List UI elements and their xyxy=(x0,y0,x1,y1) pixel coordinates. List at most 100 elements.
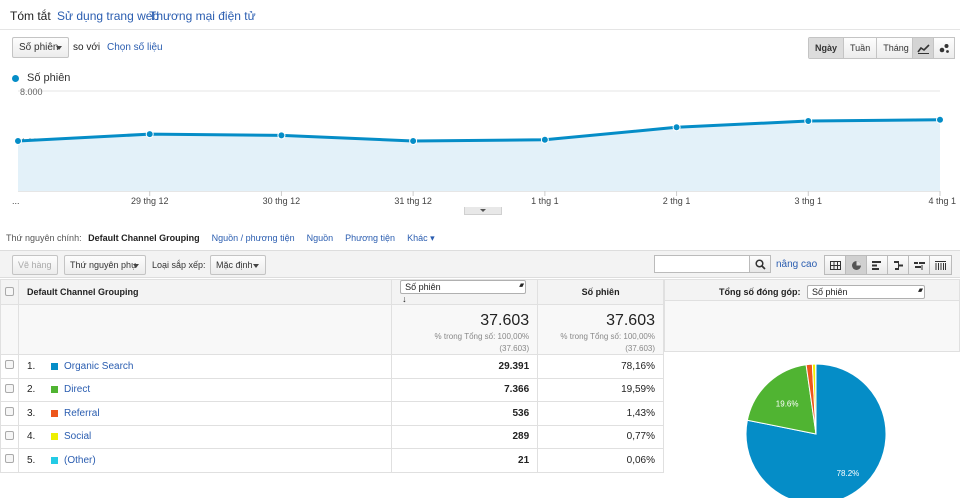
percent-header[interactable]: Số phiên xyxy=(537,279,664,305)
contribution-pie-chart: 78.2% 19.6% xyxy=(745,363,887,498)
total-percent-sub1: % trong Tổng số: 100,00% xyxy=(560,332,655,341)
choose-metric-link[interactable]: Chọn số liệu xyxy=(107,42,163,53)
row-color-swatch xyxy=(51,386,58,394)
data-table-icon[interactable] xyxy=(825,256,846,274)
sort-type-label: Loại sắp xếp: xyxy=(152,260,206,270)
data-point[interactable] xyxy=(145,130,154,139)
dim-source-medium-link[interactable]: Nguồn / phương tiện xyxy=(211,233,295,243)
contribution-select[interactable]: Số phiên xyxy=(807,285,925,299)
x-tick-label: 30 thg 12 xyxy=(263,196,301,206)
table-view-buttons xyxy=(824,255,952,275)
select-all-checkbox[interactable] xyxy=(5,286,14,296)
sort-type-dropdown[interactable]: Mặc định xyxy=(210,255,266,275)
contribution-header: Tổng số đóng góp: Số phiên xyxy=(664,279,960,301)
row-percent: 0,77% xyxy=(537,424,664,449)
pivot-icon[interactable] xyxy=(930,256,951,274)
dim-other-link[interactable]: Khác ▾ xyxy=(407,233,435,243)
total-sessions: 37.603 xyxy=(480,312,530,329)
collapse-chart-handle[interactable] xyxy=(464,207,502,215)
dim-source-link[interactable]: Nguồn xyxy=(306,233,334,243)
row-sessions: 29.391 xyxy=(391,354,539,379)
row-sessions: 7.366 xyxy=(391,377,539,402)
period-month-button[interactable]: Tháng xyxy=(877,38,915,58)
metric-dropdown-value: Số phiên xyxy=(19,42,59,53)
total-sessions-sub1: % trong Tổng số: 100,00% xyxy=(434,332,530,341)
row-checkbox[interactable] xyxy=(5,383,14,393)
x-tick-label: ... xyxy=(12,196,20,206)
pie-slice[interactable] xyxy=(746,364,817,435)
row-index: 5. xyxy=(27,454,36,466)
row-color-swatch xyxy=(51,433,58,441)
row-color-swatch xyxy=(51,362,58,370)
legend-label: Số phiên xyxy=(27,72,71,84)
tab-ecommerce[interactable]: Thương mại điện tử xyxy=(149,9,256,23)
row-sessions: 536 xyxy=(391,401,539,426)
contribution-label: Tổng số đóng góp: xyxy=(719,287,801,297)
line-chart-icon[interactable] xyxy=(912,37,934,59)
data-point[interactable] xyxy=(936,115,944,124)
table-row: 5. (Other) 21 0,06% xyxy=(0,448,664,473)
table-row: 2. Direct 7.366 19,59% xyxy=(0,377,664,402)
plot-rows-button[interactable]: Vẽ hàng xyxy=(12,255,58,275)
data-point[interactable] xyxy=(409,137,418,145)
secondary-dimension-dropdown[interactable]: Thứ nguyên phụ xyxy=(64,255,146,275)
y-tick-label: 8.000 xyxy=(20,87,43,97)
table-row: 4. Social 289 0,77% xyxy=(0,424,664,449)
total-percent-sub2: (37.603) xyxy=(625,344,655,353)
channel-link[interactable]: Referral xyxy=(64,407,100,419)
row-checkbox[interactable] xyxy=(5,454,14,464)
chevron-down-icon xyxy=(133,264,139,268)
chevron-down-icon xyxy=(56,46,62,50)
legend-dot-icon xyxy=(12,74,19,82)
tab-summary[interactable]: Tóm tắt xyxy=(10,9,51,23)
metric-header-cell: Số phiên ↓ xyxy=(391,279,539,305)
tab-site-usage[interactable]: Sử dụng trang web xyxy=(57,9,160,23)
channel-link[interactable]: (Other) xyxy=(64,454,96,466)
table-row: 1. Organic Search 29.391 78,16% xyxy=(0,354,664,379)
table-toolbar: Vẽ hàng Thứ nguyên phụ Loại sắp xếp: Mặc… xyxy=(0,250,960,278)
channel-link[interactable]: Social xyxy=(64,431,92,443)
comparison-icon[interactable] xyxy=(888,256,909,274)
period-week-button[interactable]: Tuần xyxy=(844,38,878,58)
row-index: 4. xyxy=(27,431,36,443)
term-cloud-icon[interactable] xyxy=(909,256,930,274)
series-area xyxy=(18,119,940,191)
row-checkbox[interactable] xyxy=(5,360,14,370)
pie-chart-icon[interactable] xyxy=(846,256,867,274)
row-index: 1. xyxy=(27,360,36,372)
row-checkbox[interactable] xyxy=(5,430,14,440)
totals-row: 37.603 % trong Tổng số: 100,00% (37.603)… xyxy=(0,304,664,355)
period-day-button[interactable]: Ngày xyxy=(809,38,845,58)
channel-link[interactable]: Direct xyxy=(64,384,91,396)
table-search-input[interactable] xyxy=(654,255,750,273)
data-point[interactable] xyxy=(277,131,286,140)
dim-medium-link[interactable]: Phương tiện xyxy=(345,233,396,243)
data-point[interactable] xyxy=(14,137,22,145)
chart-legend: Số phiên xyxy=(12,72,70,84)
primary-dimension-label: Thứ nguyên chính: Default Channel Groupi… xyxy=(6,233,200,243)
data-point[interactable] xyxy=(804,117,813,125)
performance-icon[interactable] xyxy=(867,256,888,274)
x-tick-label: 2 thg 1 xyxy=(663,196,691,206)
total-sessions-sub2: (37.603) xyxy=(499,344,530,353)
row-percent: 1,43% xyxy=(537,401,664,426)
motion-chart-icon[interactable] xyxy=(933,37,955,59)
channel-link[interactable]: Organic Search xyxy=(64,360,134,372)
period-buttons: Ngày Tuần Tháng xyxy=(808,37,916,59)
data-point[interactable] xyxy=(540,135,549,144)
row-percent: 78,16% xyxy=(537,354,664,379)
data-point[interactable] xyxy=(672,123,681,132)
row-percent: 19,59% xyxy=(537,377,664,402)
metric-dropdown[interactable]: Số phiên xyxy=(12,37,69,58)
dimension-header[interactable]: Default Channel Grouping xyxy=(17,279,393,305)
row-checkbox[interactable] xyxy=(5,407,14,417)
pie-label: 19.6% xyxy=(776,399,799,408)
advanced-filter-link[interactable]: nâng cao xyxy=(776,259,818,270)
metric-header-select[interactable]: Số phiên xyxy=(400,280,527,294)
series-line xyxy=(17,118,941,143)
sort-desc-icon[interactable]: ↓ xyxy=(402,294,407,304)
x-tick-label: 1 thg 1 xyxy=(531,196,559,206)
x-tick-label: 31 thg 12 xyxy=(394,196,432,206)
search-icon[interactable] xyxy=(749,255,771,273)
